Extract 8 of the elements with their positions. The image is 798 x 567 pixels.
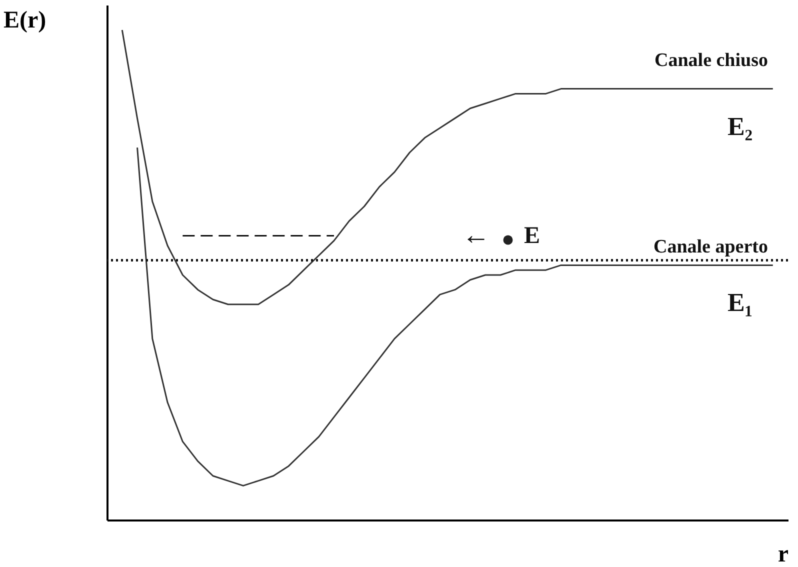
series-label: E₂ <box>727 112 753 141</box>
annotation: E <box>524 223 540 249</box>
annotation: Canale chiuso <box>654 50 768 71</box>
ref-line-label: Canale aperto <box>653 236 768 258</box>
y-axis-title: E(r) <box>4 8 46 34</box>
series-label: E₁ <box>727 288 753 318</box>
x-axis-title: r <box>778 542 789 567</box>
annotation: ← <box>462 220 490 251</box>
